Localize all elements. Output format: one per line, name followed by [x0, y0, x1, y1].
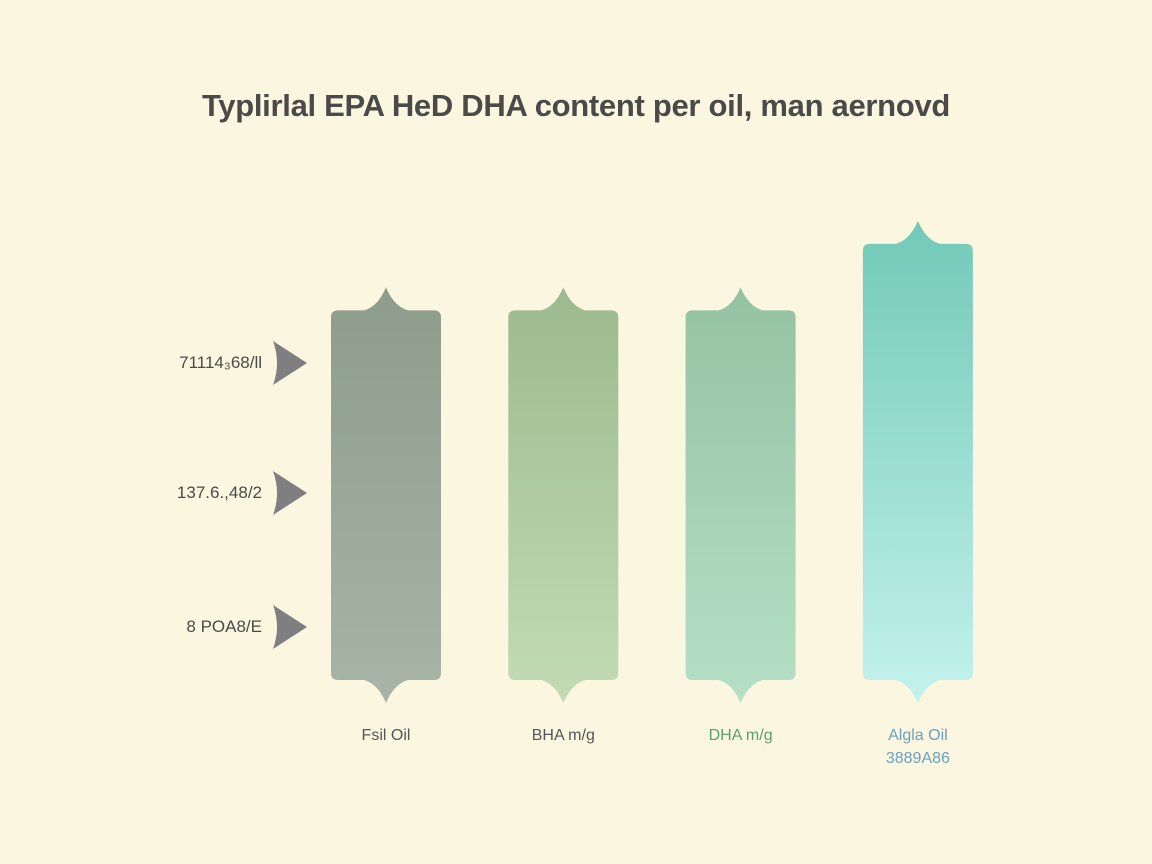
y-tick-label-0: 71114₃68/ll	[179, 353, 262, 372]
bar-3	[862, 220, 973, 703]
category-sublabel-3: 3889A86	[885, 750, 950, 767]
bar-0	[331, 287, 441, 703]
chart-title: Typlirlal EPA HeD DHA content per oil, m…	[201, 88, 951, 123]
category-label-3: Algla Oil	[888, 727, 948, 744]
y-tick-marker-1	[273, 471, 307, 515]
y-tick-label-1: 137.6.,48/2	[176, 483, 262, 502]
y-tick-label-2: 8 POA8/E	[186, 617, 262, 636]
category-label-0: Fsil Oil	[361, 727, 411, 744]
bar-2	[685, 287, 796, 703]
y-tick-marker-2	[273, 605, 307, 649]
y-tick-marker-0	[273, 341, 307, 385]
bar-1	[508, 287, 619, 703]
category-label-1: BHA m/g	[531, 727, 595, 744]
category-label-2: DHA m/g	[708, 727, 773, 744]
